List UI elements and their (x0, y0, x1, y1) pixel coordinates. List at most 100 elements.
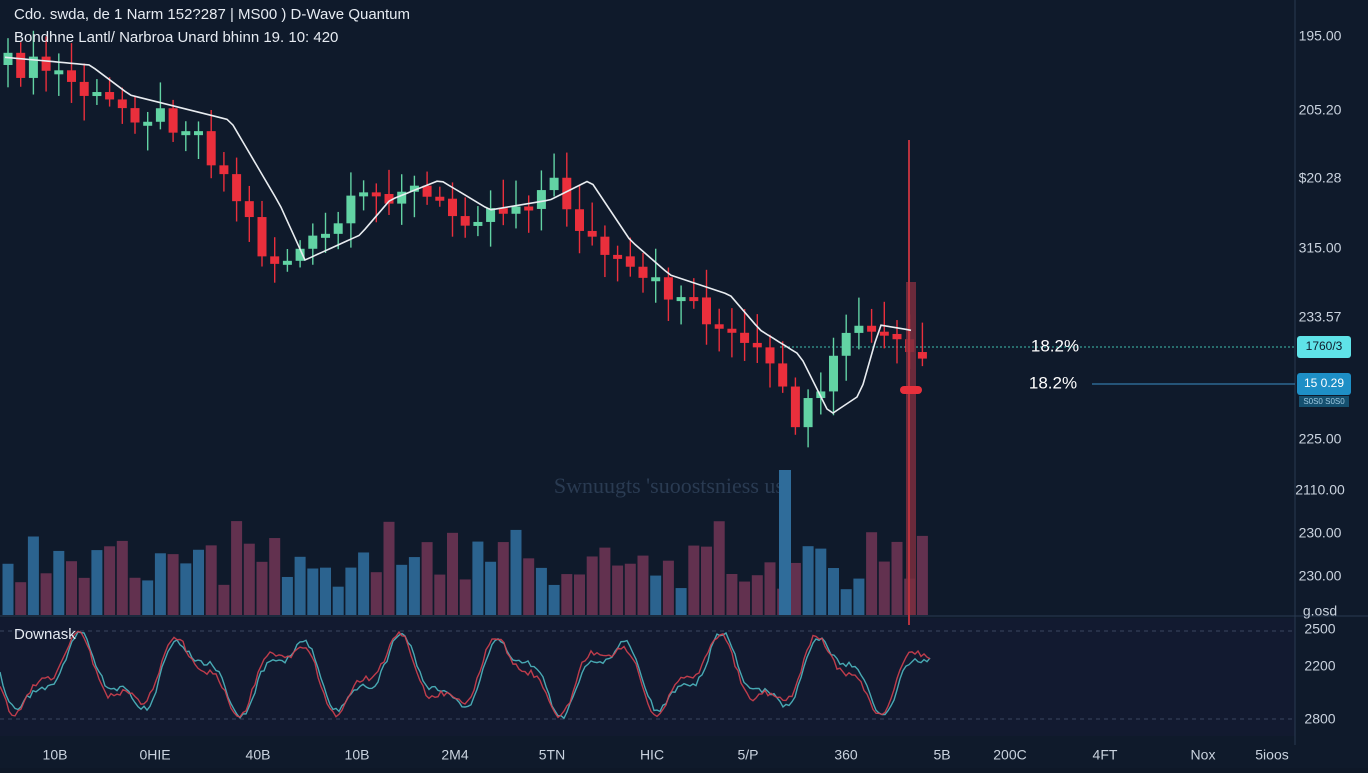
volume-bar (269, 538, 281, 615)
time-axis-label: Nox (1191, 747, 1216, 763)
volume-bar (574, 574, 585, 615)
price-axis-label: 2110.00 (1295, 482, 1345, 498)
candle-body (270, 256, 280, 264)
candle-body (486, 208, 496, 222)
time-axis-label: 10B (43, 747, 68, 763)
volume-bar (688, 545, 700, 615)
volume-bar (523, 558, 535, 615)
volume-bar (535, 567, 547, 615)
candle-body (435, 196, 445, 201)
volume-bar (104, 546, 116, 615)
volume-bar (612, 565, 624, 615)
price-axis-label: g.osd (1303, 603, 1337, 619)
candle-body (308, 235, 318, 249)
candle-body (740, 332, 750, 343)
candle-body (16, 52, 26, 78)
candle-body (155, 108, 165, 122)
candle-body (892, 333, 902, 340)
candle-body (460, 216, 470, 226)
candle-body (346, 195, 356, 224)
candle-body (765, 347, 775, 364)
volume-bar (828, 568, 839, 615)
volume-bar (332, 586, 344, 615)
time-axis-label: 2M4 (441, 747, 468, 763)
volume-bar (205, 545, 217, 615)
volume-bar (396, 564, 408, 615)
volume-bar (472, 541, 484, 615)
candle-body (92, 92, 102, 97)
volume-bar (167, 554, 179, 615)
time-axis-label: 200C (993, 747, 1026, 763)
volume-bar (866, 532, 878, 615)
plot (0, 30, 931, 720)
candle-body (867, 325, 877, 332)
candle-body (702, 297, 711, 325)
price-badge-text: 15 0.29 (1304, 376, 1344, 390)
candle-body (714, 324, 724, 329)
moving-average (4, 56, 912, 414)
candle-body (244, 201, 254, 218)
price-axis-label: 195.00 (1299, 28, 1342, 44)
candle-body (143, 121, 153, 126)
candle-body (257, 217, 267, 257)
indicator-axis-label: 2200 (1304, 658, 1335, 674)
candle-body (841, 332, 851, 356)
volume-bar (320, 567, 331, 615)
price-axis-label: $20.28 (1299, 170, 1342, 186)
candle-body (473, 221, 483, 226)
volume-bar (815, 548, 827, 615)
percent-label: 18.2% (1029, 373, 1077, 392)
time-axis-label: 360 (834, 747, 858, 763)
volume-bar (662, 560, 674, 615)
candle-body (663, 277, 673, 300)
volume-bar (78, 577, 90, 615)
volume-bar (358, 552, 370, 615)
volume-bar (40, 573, 52, 615)
candle-body (575, 209, 584, 231)
candle-body (397, 191, 407, 204)
candle-body (752, 342, 762, 348)
volume-bar (370, 572, 382, 615)
volume-bar (294, 556, 306, 615)
candle-body (41, 56, 51, 71)
candle-body (384, 194, 394, 204)
candle-body (816, 391, 826, 399)
candle-body (613, 254, 623, 259)
volume-bar (548, 584, 560, 615)
time-axis-label: HIC (640, 747, 664, 763)
volume-bar (789, 562, 801, 615)
volume-bar (675, 588, 687, 615)
price-badge (1297, 336, 1351, 358)
candle-body (79, 81, 89, 96)
candle-body (562, 177, 572, 210)
candle-body (917, 352, 927, 359)
volume-bar (624, 563, 636, 615)
candle-body (232, 174, 242, 202)
volume-bar (637, 555, 649, 615)
price-badge-text: 1760/3 (1306, 339, 1343, 353)
volume-bar (459, 579, 471, 615)
indicator-axis-label: 2500 (1304, 621, 1335, 637)
volume-bar (180, 563, 192, 615)
percent-label: 18.2% (1031, 336, 1079, 355)
volume-bar (154, 553, 166, 615)
candle-body (524, 206, 534, 211)
volume-bar (408, 557, 420, 615)
candle-body (219, 165, 229, 175)
indicator-axis-label: 2800 (1304, 711, 1335, 727)
candle-body (511, 206, 521, 214)
candle-body (879, 331, 889, 336)
volume-bar (421, 542, 433, 615)
volume-bar (218, 584, 230, 615)
volume-bar (116, 540, 128, 615)
price-badge (1297, 373, 1351, 395)
volume-bar (764, 562, 776, 615)
price-axis-label: 205.20 (1299, 102, 1342, 118)
volume-bar (231, 521, 243, 615)
volume-bar (497, 542, 509, 615)
volume-bar (840, 589, 852, 615)
time-axis-label: 0HIE (139, 747, 170, 763)
candle-body (206, 131, 216, 166)
